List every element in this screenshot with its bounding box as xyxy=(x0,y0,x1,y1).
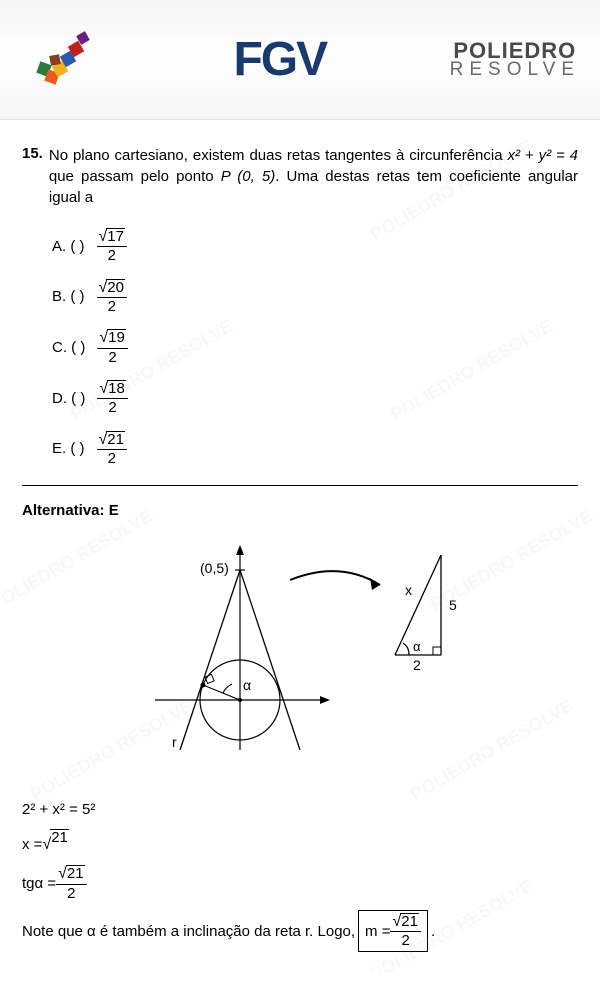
option-a: A. ( ) √17 2 xyxy=(52,228,578,265)
solution-eq3: tgα = √21 2 xyxy=(22,865,578,902)
option-c: C. ( ) √19 2 xyxy=(52,329,578,366)
solution-diagram: α (0,5) r α 5 2 xyxy=(120,535,480,765)
option-radicand: 21 xyxy=(106,431,125,447)
option-fraction: √20 2 xyxy=(97,279,127,316)
option-fraction: √17 2 xyxy=(97,228,127,265)
option-denominator: 2 xyxy=(106,450,118,467)
poliedro-logo: POLIEDRO RESOLVE xyxy=(450,41,580,78)
q-equation: x² + y² = 4 xyxy=(508,147,579,164)
content-area: POLIEDRO RESOLVE POLIEDRO RESOLVE POLIED… xyxy=(0,120,600,972)
option-label: B. ( ) xyxy=(52,288,85,305)
option-radicand: 18 xyxy=(107,380,126,396)
point-label: (0,5) xyxy=(200,560,229,576)
q-text-1: No plano cartesiano, existem duas retas … xyxy=(49,147,508,164)
solution-steps: 2² + x² = 5² x = √21 tgα = √21 2 xyxy=(22,795,578,902)
option-label: A. ( ) xyxy=(52,238,85,255)
option-denominator: 2 xyxy=(106,399,118,416)
question-number: 15. xyxy=(22,145,43,162)
eq2-radicand: 21 xyxy=(50,829,69,845)
boxed-radicand: 21 xyxy=(400,913,419,929)
question-text: No plano cartesiano, existem duas retas … xyxy=(49,145,578,208)
divider xyxy=(22,485,578,486)
option-radicand: 20 xyxy=(106,279,125,295)
option-d: D. ( ) √18 2 xyxy=(52,380,578,417)
note-before: Note que α é também a inclinação da reta… xyxy=(22,923,355,940)
option-radicand: 17 xyxy=(106,228,125,244)
option-label: C. ( ) xyxy=(52,339,85,356)
diagram-container: α (0,5) r α 5 2 xyxy=(22,535,578,765)
boxed-left: m = xyxy=(365,923,390,940)
solution-note: Note que α é também a inclinação da reta… xyxy=(22,910,578,953)
option-fraction: √21 2 xyxy=(97,431,127,468)
eq2-left: x = xyxy=(22,830,42,860)
boxed-denominator: 2 xyxy=(400,932,412,949)
option-e: E. ( ) √21 2 xyxy=(52,431,578,468)
eq3-radicand: 21 xyxy=(66,865,85,881)
poliedro-bottom-text: RESOLVE xyxy=(450,61,580,78)
tri-side-x: x xyxy=(405,582,412,598)
option-label: E. ( ) xyxy=(52,440,85,457)
note-after: . xyxy=(431,923,435,940)
eq3-left: tgα = xyxy=(22,869,56,899)
line-r-label: r xyxy=(172,734,177,750)
option-denominator: 2 xyxy=(106,247,118,264)
answer-label: Alternativa: E xyxy=(22,502,578,519)
option-radicand: 19 xyxy=(107,329,126,345)
q-text-2: que passam pelo ponto xyxy=(49,168,221,185)
q-point: P (0, 5) xyxy=(221,168,276,185)
tri-side-2: 2 xyxy=(413,657,421,673)
solution-eq2: x = √21 xyxy=(22,829,578,861)
option-label: D. ( ) xyxy=(52,390,85,407)
solution-eq1: 2² + x² = 5² xyxy=(22,795,578,825)
poliedro-top-text: POLIEDRO xyxy=(450,41,580,61)
tri-side-5: 5 xyxy=(449,597,457,613)
tri-alpha: α xyxy=(413,639,421,654)
option-denominator: 2 xyxy=(106,298,118,315)
puzzle-check-logo xyxy=(20,25,110,95)
eq3-denominator: 2 xyxy=(65,885,77,902)
option-denominator: 2 xyxy=(106,349,118,366)
page-header: FGV POLIEDRO RESOLVE xyxy=(0,0,600,120)
alpha-label: α xyxy=(243,677,251,693)
fgv-logo: FGV xyxy=(233,32,326,87)
option-b: B. ( ) √20 2 xyxy=(52,279,578,316)
question-block: 15. No plano cartesiano, existem duas re… xyxy=(22,145,578,208)
options-list: A. ( ) √17 2 B. ( ) √20 2 C. ( ) √19 2 D… xyxy=(52,228,578,467)
boxed-result: m = √21 2 xyxy=(358,910,428,953)
option-fraction: √19 2 xyxy=(97,329,127,366)
option-fraction: √18 2 xyxy=(97,380,127,417)
